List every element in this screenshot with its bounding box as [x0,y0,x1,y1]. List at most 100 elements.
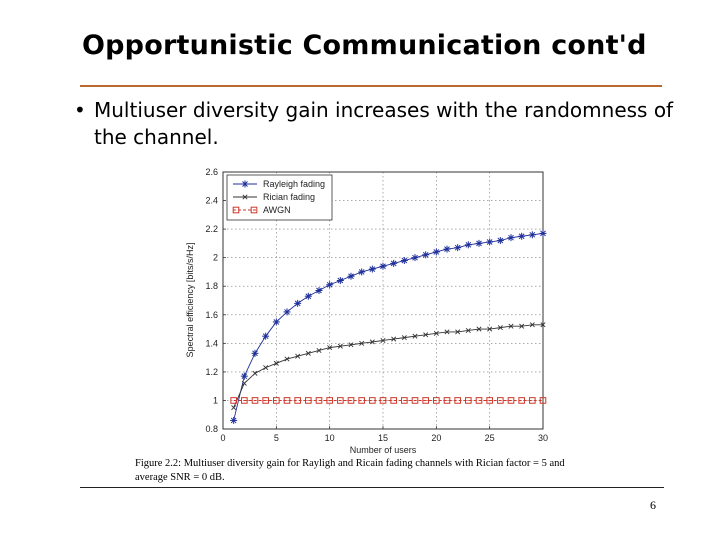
legend-label: AWGN [263,205,291,215]
data-point-0 [475,239,483,247]
data-point-2 [475,397,483,404]
x-tick-label: 30 [538,433,548,443]
data-point-2 [283,397,291,404]
bullet-marker: • [74,98,86,122]
legend-label: Rician fading [263,192,315,202]
data-point-2 [497,397,504,404]
y-tick-label: 1.8 [205,281,218,291]
data-point-2 [411,397,419,404]
y-tick-label: 0.8 [205,424,218,434]
data-point-0 [422,251,430,259]
data-point-0 [464,241,472,249]
y-tick-label: 2 [213,253,218,263]
data-point-1 [391,336,397,342]
data-point-0 [507,234,515,242]
data-point-1 [316,347,322,353]
data-point-0 [528,231,536,239]
data-point-2 [273,397,280,404]
data-point-1 [252,370,258,376]
x-tick-label: 15 [378,433,388,443]
legend-marker [241,180,249,188]
y-tick-label: 1.2 [205,367,218,377]
spectral-efficiency-chart: 0 5 10 15 20 25 30 0.8 1 1.2 1.4 1.6 1.8 2 2.2 2.4 2.6 R… [185,167,548,455]
data-point-0 [262,332,270,340]
data-point-2 [347,397,355,404]
y-axis-label: Spectral efficiency [bits/s/Hz] [185,243,195,358]
data-point-0 [379,262,387,270]
data-point-0 [336,277,344,285]
y-tick-label: 1.4 [205,338,218,348]
chart-ticks: 0 5 10 15 20 25 30 0.8 1 1.2 1.4 1.6 1.8 2 2.2 2.4 2.6 [205,167,548,443]
data-point-1 [327,345,333,351]
data-point-1 [231,405,237,411]
data-point-1 [519,323,525,329]
x-axis-label: Number of users [350,445,417,455]
data-point-0 [358,268,366,276]
data-point-1 [412,333,418,339]
data-point-0 [272,318,280,326]
data-point-1 [305,350,311,356]
data-point-2 [507,397,515,404]
data-point-1 [401,335,407,341]
legend-marker [232,206,240,214]
data-point-0 [368,265,376,273]
data-point-1 [263,365,269,371]
data-point-1 [273,360,279,366]
data-point-2 [358,397,365,404]
data-point-2 [518,397,525,404]
data-point-0 [486,238,494,246]
series-line-1 [233,324,543,408]
page-number: 6 [650,498,656,512]
y-tick-label: 1.6 [205,310,218,320]
data-point-0 [496,237,504,245]
data-point-0 [390,259,398,267]
data-point-1 [444,329,450,335]
legend-marker [242,194,248,200]
data-point-2 [294,397,301,404]
data-point-0 [518,232,526,240]
figure-caption: Figure 2.2: Multiuser diversity gain for… [135,458,565,483]
data-point-1 [423,332,429,338]
data-point-1 [508,323,514,329]
data-point-0 [347,272,355,280]
data-point-1 [487,326,493,332]
data-point-1 [241,380,247,386]
data-point-0 [432,248,440,256]
data-point-1 [284,356,290,362]
data-point-2 [369,397,376,404]
chart-series [230,229,547,424]
data-point-2 [443,397,451,404]
data-point-2 [315,397,323,404]
data-point-1 [529,322,535,328]
data-point-0 [240,372,248,380]
data-point-2 [465,397,472,404]
data-point-1 [455,329,461,335]
data-point-0 [294,299,302,307]
data-point-2 [401,397,408,404]
data-point-2 [326,397,333,404]
data-point-0 [539,229,547,237]
data-point-1 [295,353,301,359]
y-tick-label: 2.6 [205,167,218,177]
data-point-0 [251,349,259,357]
data-point-1 [348,342,354,348]
data-point-0 [230,416,238,424]
bullet-text: Multiuser diversity gain increases with … [94,98,674,149]
data-point-1 [380,337,386,343]
data-point-1 [540,322,546,328]
data-point-2 [454,397,461,404]
data-point-1 [337,343,343,349]
data-point-0 [283,308,291,316]
data-point-2 [433,397,440,404]
data-point-0 [411,254,419,262]
data-point-1 [497,325,503,331]
data-point-2 [241,397,248,404]
data-point-2 [529,397,536,404]
x-tick-label: 0 [220,433,225,443]
y-tick-label: 2.4 [205,196,218,206]
chart-grid [223,172,543,429]
x-tick-label: 25 [485,433,495,443]
data-point-2 [539,397,547,404]
data-point-0 [326,281,334,289]
legend-label: Rayleigh fading [263,179,325,189]
